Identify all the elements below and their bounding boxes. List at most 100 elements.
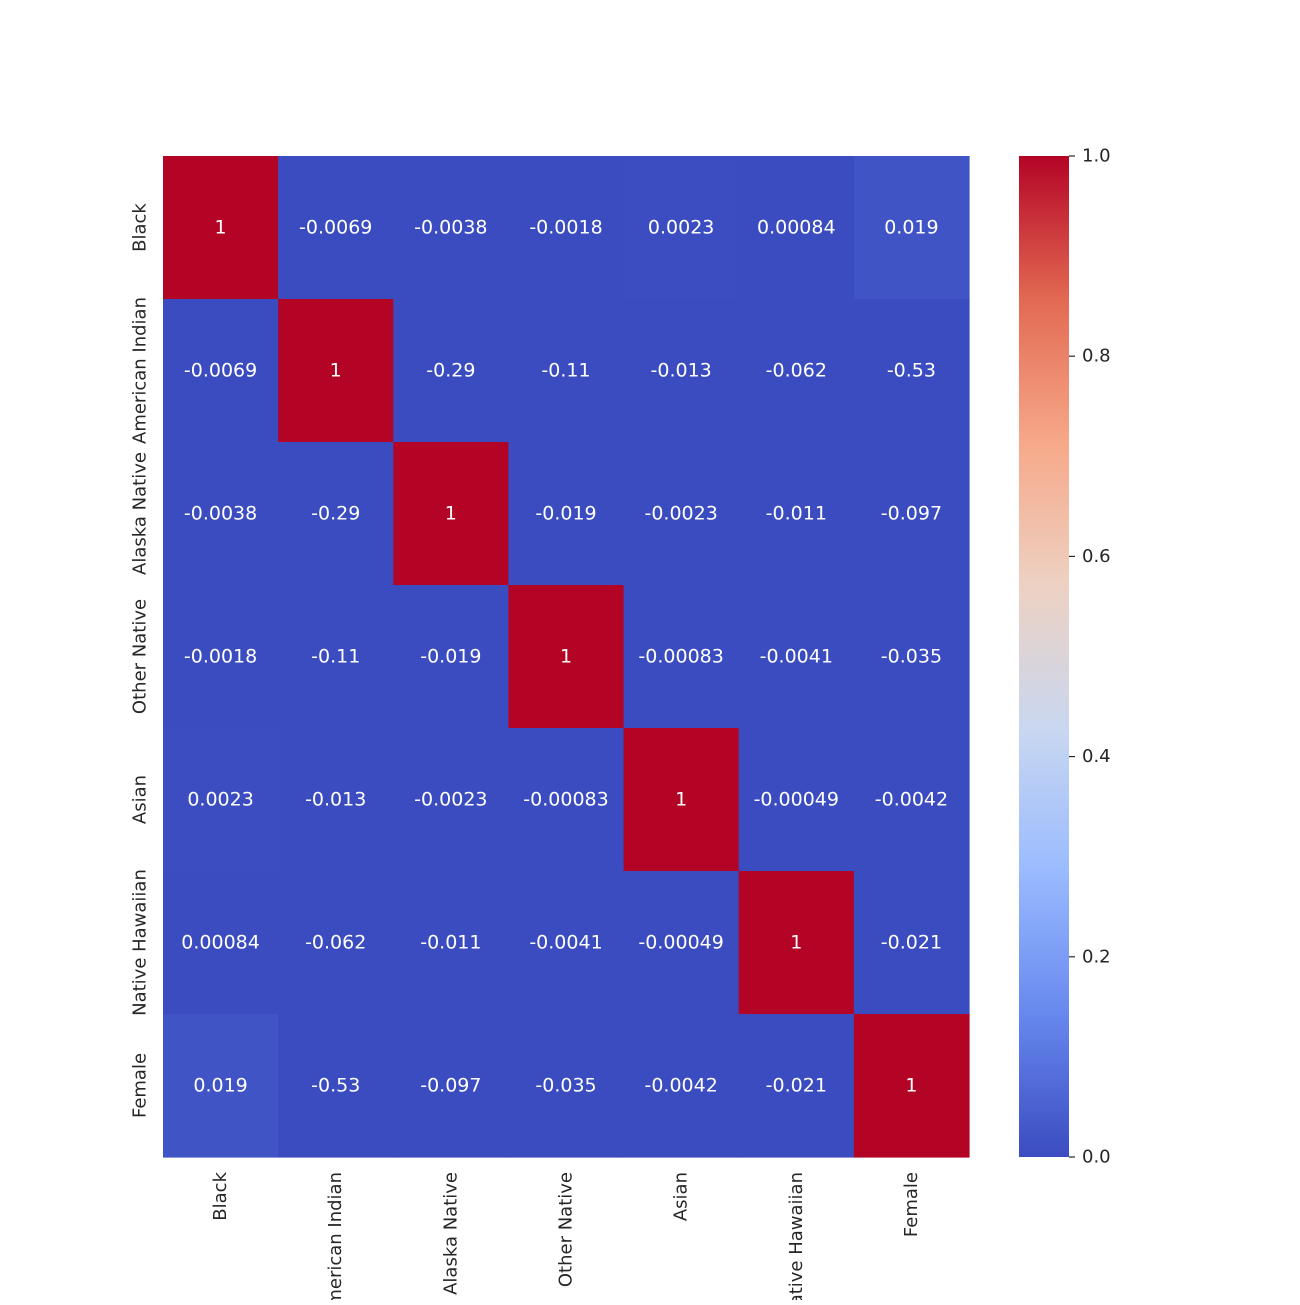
- cell-value-label: -0.011: [766, 503, 827, 525]
- x-tick-label: American Indian: [325, 1172, 346, 1300]
- cell-value-label: -0.097: [420, 1075, 481, 1097]
- cell-value-label: -0.019: [535, 503, 596, 525]
- heatmap-cell: [738, 156, 855, 300]
- cell-value-label: -0.00083: [523, 789, 608, 811]
- heatmap-cell: [853, 871, 970, 1015]
- heatmap-cell: [853, 299, 970, 443]
- heatmap-cell: [623, 442, 740, 586]
- colorbar-tick-label: 0.8: [1082, 346, 1111, 367]
- cell-value-label: -0.011: [420, 932, 481, 954]
- y-tick-label: Asian: [130, 775, 151, 824]
- heatmap-cell: [508, 871, 625, 1015]
- cell-value-label: -0.013: [305, 789, 366, 811]
- y-tick-label: Black: [130, 203, 151, 252]
- cell-value-label: -0.00049: [754, 789, 839, 811]
- heatmap-cell: [853, 156, 970, 300]
- colorbar-gradient: [1019, 156, 1069, 1157]
- cell-value-label: -0.0018: [529, 217, 602, 239]
- colorbar-tick-label: 0.6: [1082, 546, 1111, 567]
- cell-value-label: 0.00084: [181, 932, 260, 954]
- heatmap-cell: [623, 156, 740, 300]
- cell-value-label: -0.0042: [644, 1075, 717, 1097]
- cell-value-label: 0.0023: [187, 789, 253, 811]
- x-tick-label: Native Hawaiian: [786, 1172, 807, 1300]
- heatmap-cells: [163, 156, 970, 1158]
- cell-value-label: -0.0023: [644, 503, 717, 525]
- cell-value-label: -0.11: [311, 646, 360, 668]
- cell-value-label: -0.00083: [638, 646, 723, 668]
- heatmap-cell: [738, 1014, 855, 1158]
- heatmap-cell: [278, 728, 394, 872]
- cell-value-label: 0.0023: [648, 217, 714, 239]
- cell-value-label: -0.53: [887, 360, 936, 382]
- heatmap-cell: [278, 299, 394, 443]
- cell-value-label: 1: [790, 932, 802, 954]
- heatmap-cell: [278, 871, 394, 1015]
- heatmap-cell: [393, 442, 510, 586]
- heatmap-cell: [393, 728, 510, 872]
- x-tick-label: Other Native: [556, 1172, 577, 1287]
- x-tick-label: Alaska Native: [440, 1172, 461, 1295]
- cell-value-label: -0.53: [311, 1075, 360, 1097]
- heatmap-cell: [278, 1014, 394, 1158]
- cell-value-label: 1: [215, 217, 227, 239]
- heatmap-cell: [278, 442, 394, 586]
- cell-value-label: -0.062: [766, 360, 827, 382]
- heatmap-cell: [853, 1014, 970, 1158]
- x-tick-label: Asian: [671, 1172, 692, 1221]
- heatmap-cell: [508, 1014, 625, 1158]
- colorbar-tick-label: 0.0: [1082, 1147, 1111, 1168]
- heatmap-cell: [508, 442, 625, 586]
- heatmap-cell: [623, 585, 740, 729]
- heatmap-cell: [163, 156, 279, 300]
- y-tick-label: Native Hawaiian: [130, 869, 151, 1016]
- cell-value-label: -0.035: [881, 646, 942, 668]
- heatmap-cell: [623, 299, 740, 443]
- heatmap-cell: [738, 728, 855, 872]
- heatmap-cell: [393, 156, 510, 300]
- heatmap-cell: [393, 871, 510, 1015]
- cell-value-label: 0.019: [884, 217, 938, 239]
- heatmap-cell: [623, 1014, 740, 1158]
- cell-value-label: 0.00084: [757, 217, 836, 239]
- cell-value-label: -0.0069: [184, 360, 257, 382]
- heatmap-cell: [623, 871, 740, 1015]
- cell-value-label: -0.021: [881, 932, 942, 954]
- cell-value-label: 0.019: [193, 1075, 247, 1097]
- x-axis-tick-labels: Black American Indian Alaska Native Other N…: [210, 1171, 922, 1300]
- heatmap-cell: [393, 1014, 510, 1158]
- heatmap-cell: [508, 728, 625, 872]
- heatmap-cell: [393, 299, 510, 443]
- heatmap-cell: [738, 299, 855, 443]
- colorbar-tick-label: 0.2: [1082, 946, 1111, 967]
- cell-value-label: -0.021: [766, 1075, 827, 1097]
- y-tick-label: American Indian: [130, 297, 151, 444]
- cell-value-label: 1: [330, 360, 342, 382]
- heatmap-cell: [738, 871, 855, 1015]
- heatmap-cell: [163, 442, 279, 586]
- cell-value-label: 1: [675, 789, 687, 811]
- heatmap-cell: [508, 299, 625, 443]
- colorbar-tick-label: 0.4: [1082, 746, 1111, 767]
- colorbar: 0.0 0.2 0.4 0.6 0.8 1.0: [1019, 146, 1111, 1168]
- cell-value-label: -0.0041: [529, 932, 602, 954]
- cell-value-label: 1: [560, 646, 572, 668]
- cell-value-label: -0.019: [420, 646, 481, 668]
- heatmap-cell: [278, 585, 394, 729]
- cell-value-label: -0.0023: [414, 789, 487, 811]
- cell-value-label: -0.29: [311, 503, 360, 525]
- heatmap-cell: [163, 1014, 279, 1158]
- y-tick-label: Female: [130, 1053, 151, 1118]
- cell-value-label: 1: [905, 1075, 917, 1097]
- heatmap-cell: [738, 585, 855, 729]
- cell-value-label: -0.0038: [414, 217, 487, 239]
- cell-value-label: -0.013: [651, 360, 712, 382]
- y-axis-tick-labels: Black American Indian Alaska Native Other N…: [130, 203, 151, 1118]
- cell-value-label: -0.062: [305, 932, 366, 954]
- heatmap-cell: [508, 156, 625, 300]
- heatmap-cell: [853, 585, 970, 729]
- heatmap-cell: [278, 156, 394, 300]
- heatmap-cell: [853, 442, 970, 586]
